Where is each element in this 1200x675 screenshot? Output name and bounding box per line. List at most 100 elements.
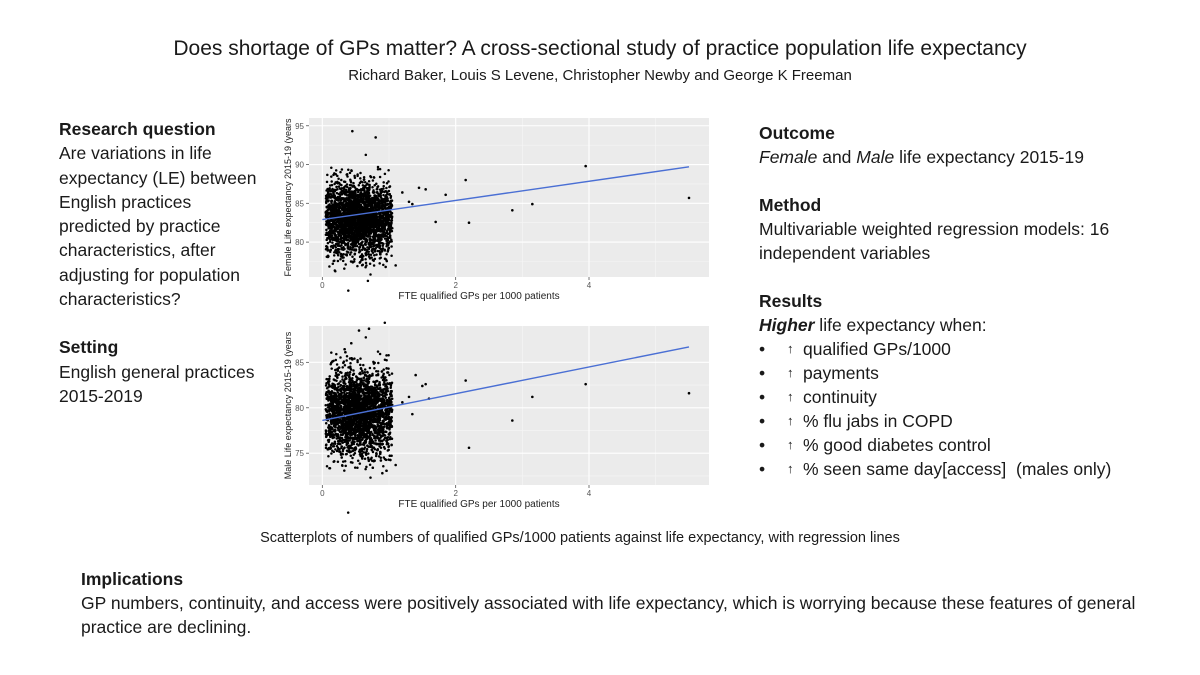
- data-point: [336, 180, 339, 184]
- data-point: [340, 203, 343, 207]
- data-point: [375, 370, 378, 373]
- research-question-heading: Research question: [59, 119, 216, 139]
- data-point: [385, 242, 388, 245]
- data-point: [339, 201, 342, 205]
- data-point: [367, 201, 370, 205]
- data-point: [347, 207, 350, 210]
- data-point: [345, 239, 349, 242]
- data-point: [385, 190, 388, 193]
- data-point: [378, 206, 381, 210]
- data-point: [343, 459, 347, 463]
- data-point: [373, 257, 377, 261]
- data-point: [326, 191, 330, 195]
- data-point: [329, 428, 332, 431]
- data-point: [333, 195, 337, 198]
- data-point: [351, 379, 354, 382]
- data-point: [360, 232, 364, 235]
- data-point: [343, 180, 347, 184]
- data-point: [339, 212, 343, 216]
- data-point: [376, 165, 380, 169]
- data-point: [325, 220, 328, 223]
- data-point: [376, 350, 380, 353]
- data-point: [355, 187, 359, 191]
- data-point: [370, 218, 373, 221]
- data-point: [372, 264, 376, 267]
- data-point: [386, 382, 389, 385]
- data-point: [336, 214, 339, 218]
- data-point: [330, 452, 333, 455]
- data-point: [349, 231, 353, 234]
- data-point: [344, 198, 347, 202]
- data-point: [376, 434, 379, 437]
- data-point: [350, 209, 354, 213]
- data-point: [341, 366, 344, 369]
- data-point: [382, 263, 385, 267]
- data-point: [372, 175, 376, 179]
- data-point: [339, 433, 343, 436]
- y-tick-label: 80: [295, 238, 304, 247]
- data-point: [370, 256, 373, 259]
- data-point: [354, 380, 357, 384]
- data-point: [326, 208, 330, 212]
- data-point-cluster: [324, 153, 394, 292]
- data-point: [370, 224, 373, 227]
- data-point: [349, 199, 352, 202]
- data-point: [344, 225, 348, 229]
- data-point: [383, 190, 386, 194]
- data-point: [341, 460, 345, 463]
- data-point: [346, 511, 350, 514]
- data-point: [331, 426, 334, 430]
- setting-text: English general practices 2015-2019: [59, 361, 255, 406]
- data-point: [327, 438, 331, 442]
- data-point: [350, 224, 354, 228]
- data-point: [369, 235, 372, 238]
- data-point: [332, 173, 335, 177]
- data-point: [339, 252, 343, 256]
- data-point: [361, 246, 365, 249]
- data-point: [379, 256, 383, 259]
- data-point: [388, 185, 391, 189]
- data-point: [371, 179, 375, 182]
- data-point: [365, 191, 368, 194]
- data-point: [373, 239, 376, 243]
- author-list: Richard Baker, Louis S Levene, Christoph…: [348, 67, 852, 84]
- data-point: [379, 247, 383, 251]
- data-point: [334, 172, 338, 176]
- data-point: [366, 183, 369, 186]
- data-point: [359, 243, 362, 246]
- data-point: [339, 410, 342, 413]
- data-point: [339, 405, 343, 409]
- data-point: [363, 242, 367, 246]
- data-point: [362, 200, 366, 204]
- data-point: [370, 250, 374, 253]
- data-point: [350, 169, 353, 172]
- data-point: [376, 249, 379, 253]
- data-point: [390, 203, 393, 207]
- data-point: [331, 238, 335, 242]
- data-point: [374, 231, 378, 234]
- data-point: [336, 174, 339, 178]
- data-point: [341, 375, 344, 378]
- data-point: [325, 231, 328, 234]
- data-point: [361, 193, 364, 197]
- data-point: [355, 240, 358, 244]
- data-point: [362, 187, 365, 191]
- data-point: [363, 368, 367, 371]
- data-point: [369, 273, 372, 276]
- data-point: [359, 223, 363, 226]
- data-point: [332, 450, 336, 454]
- data-point: [329, 238, 332, 242]
- data-point: [361, 205, 364, 209]
- data-point: [367, 199, 371, 203]
- data-point: [380, 233, 383, 236]
- data-point: [328, 466, 331, 470]
- data-point: [335, 363, 339, 366]
- data-point: [325, 245, 328, 248]
- data-point: [350, 248, 354, 251]
- data-point: [367, 429, 371, 433]
- data-point: [338, 450, 341, 453]
- data-point: [332, 204, 336, 208]
- data-point: [374, 439, 377, 442]
- data-point: [373, 194, 377, 197]
